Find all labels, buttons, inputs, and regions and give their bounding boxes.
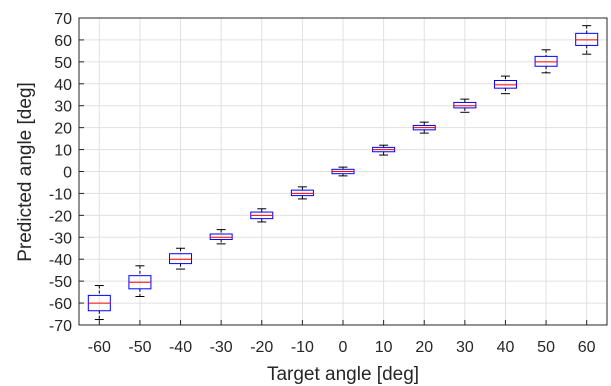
y-tick-label: -30 [49,230,72,247]
box-item [331,166,355,177]
y-tick-label: 20 [54,121,72,138]
y-tick-label: 0 [63,165,72,182]
box-series [87,25,599,321]
iqr-box [290,189,314,197]
box-item [453,98,477,113]
x-tick-label: 30 [456,339,474,356]
box-item [128,265,152,297]
box-item [412,121,436,134]
x-tick-label: -60 [88,339,111,356]
y-tick-label: -60 [49,296,72,313]
iqr-box [493,79,517,89]
y-tick-label: -10 [49,186,72,203]
x-tick-label: 10 [375,339,393,356]
y-tick-label: 10 [54,143,72,160]
x-axis-label: Target angle [deg] [267,364,419,385]
x-tick-label: 60 [578,339,596,356]
x-tick-label: 20 [415,339,433,356]
y-tick-label: 30 [54,99,72,116]
box-item [169,247,193,270]
y-tick-label: 50 [54,55,72,72]
iqr-box [209,233,233,240]
box-item [372,144,396,156]
x-tick-label: -50 [128,339,151,356]
x-tick-label: -30 [210,339,233,356]
box-item [250,208,274,223]
iqr-box [575,32,599,46]
x-tick-label: 50 [537,339,555,356]
box-item [575,25,599,55]
axes: -60 -50 -40 -30 -20 -10 0 10 20 30 40 50 60 -70 -60 -50… [49,11,608,356]
box-item [493,75,517,95]
box-item [209,229,233,245]
iqr-box [169,253,193,265]
iqr-box [453,101,477,109]
box-item [534,49,558,74]
y-tick-label: -40 [49,252,72,269]
y-tick-label: 40 [54,77,72,94]
x-tick-label: 40 [497,339,515,356]
y-tick-label: 70 [54,11,72,28]
x-tick-label: -40 [169,339,192,356]
box-item [87,285,111,321]
y-tick-label: 60 [54,33,72,50]
y-tick-label: -20 [49,208,72,225]
box-item [290,186,314,200]
x-tick-label: -10 [291,339,314,356]
y-axis-label: Predicted angle [deg] [15,82,36,262]
y-tick-label: -50 [49,274,72,291]
x-tick-label: -20 [250,339,273,356]
x-tick-label: 0 [339,339,348,356]
y-tick-label: -70 [49,318,72,335]
iqr-box [534,55,558,67]
